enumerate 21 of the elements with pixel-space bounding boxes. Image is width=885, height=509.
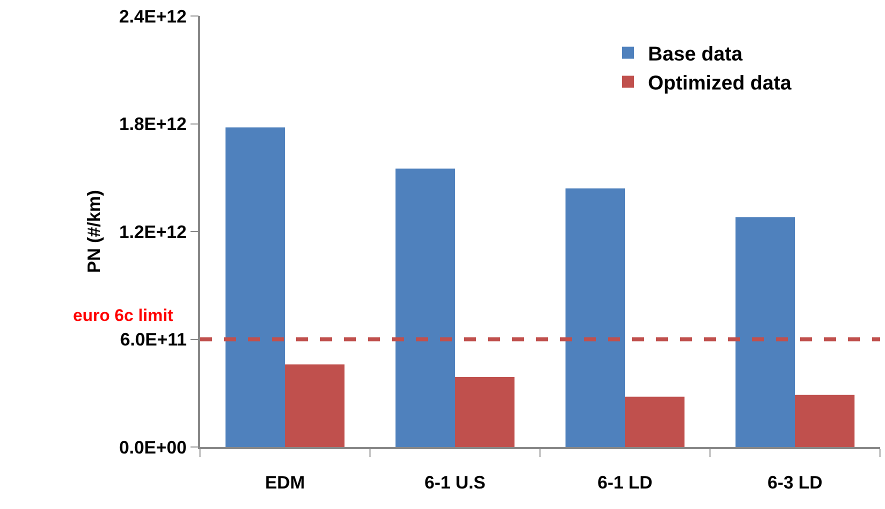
bar: [566, 188, 625, 447]
bar: [226, 127, 285, 447]
legend-label: Base data: [648, 44, 744, 66]
bar: [396, 168, 455, 447]
y-tick-label: 1.8E+12: [119, 114, 187, 134]
bar: [285, 364, 344, 447]
x-tick-label: 6-3 LD: [767, 472, 823, 492]
bar: [795, 394, 854, 447]
ref-line-label: euro 6c limit: [73, 306, 174, 325]
bar: [455, 376, 514, 447]
bar: [625, 396, 684, 447]
y-tick-label: 2.4E+12: [119, 6, 187, 26]
bar: [736, 217, 795, 447]
y-axis-title: PN (#/km): [84, 190, 104, 274]
y-tick-label: 1.2E+12: [119, 222, 187, 242]
legend-label: Optimized data: [648, 72, 792, 95]
y-tick-label: 6.0E+11: [120, 330, 187, 350]
x-tick-label: 6-1 U.S: [424, 472, 486, 492]
y-tick-label: 0.0E+00: [119, 437, 187, 458]
x-tick-label: 6-1 LD: [597, 472, 653, 492]
x-tick-label: EDM: [265, 472, 305, 492]
